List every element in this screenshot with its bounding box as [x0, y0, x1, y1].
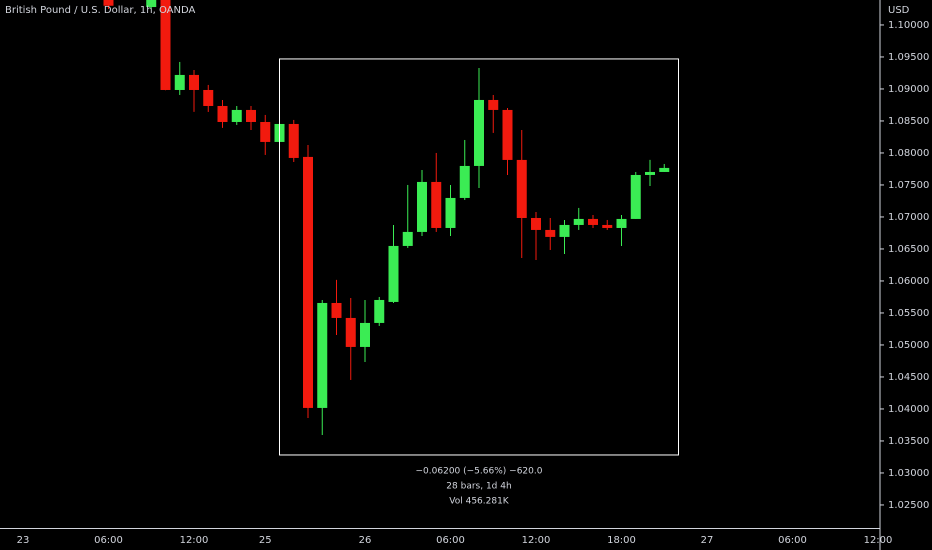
x-tick-label: 26 — [359, 535, 372, 546]
measure-label: −0.06200 (−5.66%) −620.0 — [416, 466, 543, 476]
y-tick-label: 1.06000 — [888, 276, 929, 287]
candle-body — [374, 299, 385, 323]
measure-label: Vol 456.281K — [449, 496, 510, 506]
candle-body — [303, 156, 313, 408]
candle-body — [545, 229, 556, 237]
x-tick-label: 06:00 — [436, 535, 465, 546]
y-tick-label: 1.03500 — [888, 436, 929, 447]
candle-body — [217, 105, 228, 122]
candle-body — [488, 99, 499, 110]
candle-body — [174, 74, 185, 90]
price-axis-unit: USD — [888, 5, 910, 16]
candle-body — [459, 165, 470, 198]
candle-body — [203, 89, 214, 106]
plot-area — [103, 0, 670, 435]
y-tick-label: 1.03000 — [888, 468, 929, 479]
y-tick-label: 1.10000 — [888, 20, 929, 31]
y-tick-label: 1.04000 — [888, 404, 929, 415]
x-tick-label: 27 — [701, 535, 714, 546]
candle-body — [445, 197, 456, 228]
candle-body — [402, 231, 413, 246]
y-tick-label: 1.05000 — [888, 340, 929, 351]
candle-body — [317, 302, 328, 408]
candle-body — [246, 109, 256, 122]
candle-body — [431, 181, 442, 228]
y-tick-label: 1.02500 — [888, 500, 929, 511]
candle-body — [573, 218, 584, 225]
y-tick-label: 1.09000 — [888, 84, 929, 95]
candle-body — [559, 224, 570, 237]
y-tick-label: 1.04500 — [888, 372, 929, 383]
x-tick-label: 23 — [17, 535, 30, 546]
y-tick-label: 1.05500 — [888, 308, 929, 319]
x-tick-label: 12:00 — [864, 535, 893, 546]
candle-body — [417, 181, 427, 232]
x-tick-label: 12:00 — [522, 535, 551, 546]
candle-body — [260, 121, 271, 142]
candle-body — [388, 245, 399, 302]
candle-body — [288, 123, 299, 158]
x-tick-label: 25 — [259, 535, 272, 546]
candle-body — [160, 0, 171, 90]
candle-body — [516, 159, 527, 218]
candle-body — [331, 302, 342, 318]
y-tick-label: 1.08500 — [888, 116, 929, 127]
y-tick-label: 1.09500 — [888, 52, 929, 63]
measure-box — [279, 58, 679, 456]
candle-body — [659, 167, 670, 172]
candle-body — [345, 317, 356, 347]
candle-body — [189, 74, 199, 90]
chart-title: British Pound / U.S. Dollar, 1h, OANDA — [5, 5, 195, 16]
y-tick-label: 1.08000 — [888, 148, 929, 159]
measure-label: 28 bars, 1d 4h — [446, 481, 511, 491]
candle-body — [474, 99, 484, 166]
candle-body — [231, 109, 242, 122]
candle-body — [616, 218, 627, 228]
candle-body — [645, 171, 655, 175]
x-tick-label: 12:00 — [180, 535, 209, 546]
candle-body — [630, 174, 641, 219]
candle-body — [588, 218, 598, 225]
x-tick-label: 06:00 — [778, 535, 807, 546]
x-tick-label: 18:00 — [607, 535, 636, 546]
candle-body — [602, 224, 613, 228]
candle-body — [103, 0, 114, 6]
candle-body — [531, 217, 541, 230]
candle-body — [146, 0, 157, 8]
y-tick-label: 1.07000 — [888, 212, 929, 223]
y-tick-label: 1.07500 — [888, 180, 929, 191]
x-tick-label: 06:00 — [94, 535, 123, 546]
y-tick-label: 1.06500 — [888, 244, 929, 255]
candle-body — [360, 322, 370, 347]
candle-body — [502, 109, 513, 160]
